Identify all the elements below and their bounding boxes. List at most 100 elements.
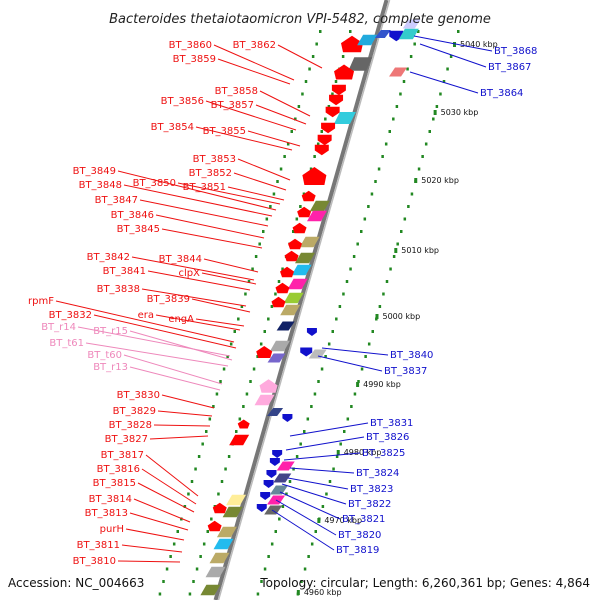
leader-line — [141, 288, 247, 307]
gc-dot — [217, 492, 220, 496]
gc-dot — [249, 380, 252, 383]
gc-dot — [352, 255, 356, 258]
leader-line — [153, 424, 211, 427]
gc-dot — [265, 217, 269, 221]
gene-box — [276, 461, 295, 471]
gene-label-right: BT_3831 — [370, 418, 413, 429]
gc-dot — [407, 205, 410, 208]
leader-line — [195, 318, 245, 327]
gc-dot — [162, 580, 165, 583]
leader-line — [149, 435, 209, 440]
gc-dot — [313, 392, 317, 396]
gc-dot — [409, 55, 413, 58]
gc-dot — [332, 467, 335, 471]
gc-dot — [304, 80, 308, 83]
gc-dot — [357, 380, 360, 383]
gene-arrow — [259, 379, 278, 393]
gc-dot — [413, 42, 416, 46]
gene-box — [308, 349, 327, 359]
gene-label-right: BT_3824 — [356, 468, 399, 479]
gene-label-left: BT_3827 — [105, 434, 148, 445]
gc-dot — [306, 417, 310, 421]
gc-dot — [252, 367, 256, 371]
gc-dot — [334, 80, 338, 83]
gene-label-left: BT_3852 — [189, 168, 232, 179]
gc-dot — [339, 442, 342, 446]
gc-dot — [295, 455, 299, 458]
gene-box — [213, 538, 234, 550]
leader-line — [285, 436, 365, 451]
gc-dot — [316, 142, 320, 146]
leader-line — [289, 422, 369, 437]
leader-line — [139, 199, 269, 227]
gc-dot — [406, 67, 409, 71]
leader-line — [155, 214, 265, 239]
gc-dot — [292, 467, 295, 471]
gc-dot — [327, 105, 331, 108]
gc-dot — [235, 430, 238, 433]
gene-arrow — [271, 296, 286, 308]
gene-box — [276, 321, 295, 331]
gc-dot — [247, 280, 251, 283]
gc-dot — [350, 405, 353, 408]
gene-arrow — [334, 64, 355, 80]
gene-label-left: purH — [100, 524, 124, 535]
gc-dot — [237, 317, 240, 321]
gene-label-right: BT_3826 — [366, 432, 409, 443]
gc-dot — [389, 267, 392, 271]
gc-dot — [388, 130, 391, 133]
gc-dot — [281, 267, 284, 271]
gc-dot — [210, 517, 213, 521]
leader-line — [237, 158, 291, 181]
gene-arrow — [237, 419, 250, 429]
gene-box — [200, 584, 221, 596]
gene-label-left: BT_3815 — [93, 478, 136, 489]
gene-label-right: BT_3825 — [362, 448, 405, 459]
gc-dot — [290, 130, 293, 133]
gc-dot — [346, 417, 350, 421]
leader-line — [281, 483, 347, 505]
gene-arrow — [300, 347, 313, 357]
scale-tick — [375, 314, 379, 319]
gc-dot — [267, 555, 270, 558]
gc-dot — [254, 255, 258, 258]
gc-dot — [229, 342, 233, 346]
gene-box — [402, 19, 421, 29]
gene-arrow — [280, 266, 295, 278]
leader-line — [145, 454, 199, 497]
leader-line — [117, 170, 277, 211]
gene-box — [254, 394, 275, 406]
gene-box — [398, 28, 419, 40]
gene-arrow — [302, 167, 327, 185]
gene-label-right: BT_3864 — [480, 88, 523, 99]
gc-dot — [384, 142, 388, 146]
leader-line — [413, 35, 493, 52]
gc-dot — [432, 117, 435, 121]
gc-dot — [286, 142, 290, 146]
gc-dot — [256, 592, 260, 596]
gene-arrow — [266, 470, 277, 478]
gc-dot — [324, 355, 327, 358]
leader-line — [283, 452, 361, 461]
gc-dot — [202, 542, 206, 546]
scale-tick — [394, 248, 398, 253]
scale-tick-label: 5030 kbp — [441, 108, 479, 117]
gene-arrow — [256, 504, 267, 512]
gc-dot — [435, 105, 439, 108]
gc-dot — [374, 180, 377, 183]
leader-line — [409, 71, 479, 94]
leader-line — [277, 44, 323, 69]
gene-arrow — [317, 134, 332, 146]
leader-line — [77, 326, 231, 357]
gene-label-left: BT_3828 — [109, 420, 152, 431]
gene-label-left: engA — [168, 314, 194, 325]
gene-features — [200, 19, 421, 596]
scale-tick-label: 5010 kbp — [401, 246, 439, 255]
gc-dot — [392, 255, 396, 258]
leader-line — [147, 270, 251, 291]
gc-dot — [328, 480, 332, 483]
gene-box — [269, 340, 290, 352]
gc-dot — [327, 342, 331, 346]
gc-dot — [278, 517, 281, 521]
gc-dot — [395, 105, 399, 108]
